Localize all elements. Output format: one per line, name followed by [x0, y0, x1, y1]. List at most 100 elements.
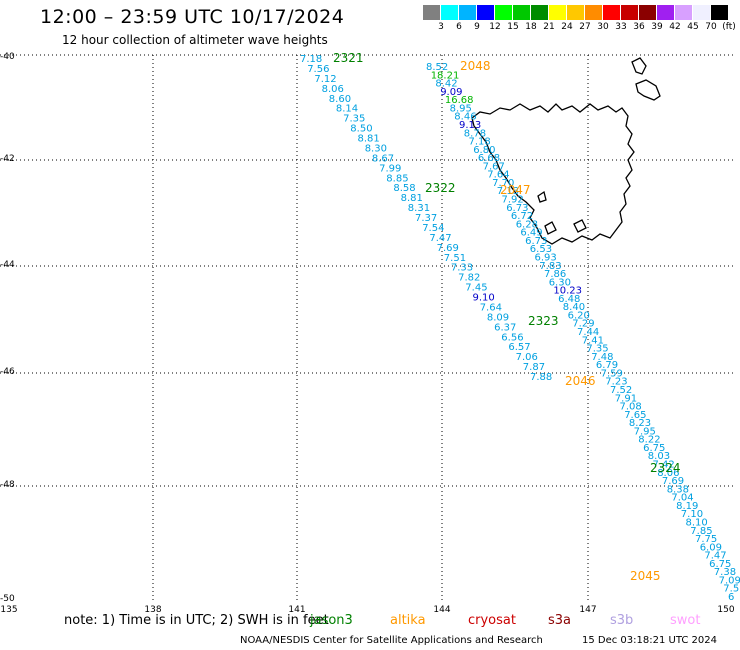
wave-height-point: 7.45 — [465, 283, 487, 294]
scale-tick: 39 — [651, 22, 663, 32]
generation-timestamp: 15 Dec 03:18:21 UTC 2024 — [582, 635, 717, 646]
wave-height-point: 8.31 — [408, 203, 430, 214]
scale-swatch — [675, 5, 692, 20]
lon-label: 150 — [717, 605, 735, 615]
lon-label: 147 — [579, 605, 597, 615]
wave-height-point: 7.85 — [690, 526, 712, 537]
scale-swatch — [477, 5, 494, 20]
wave-height-point: 6.28 — [516, 219, 538, 230]
wave-height-point: 6.93 — [535, 253, 557, 264]
wave-height-point: 8.06 — [657, 468, 679, 479]
scale-tick: 12 — [489, 22, 501, 32]
scale-swatch — [531, 5, 548, 20]
page-title: 12:00 – 23:59 UTC 10/17/2024 — [40, 6, 345, 28]
wave-height-point: 6.37 — [494, 322, 516, 333]
scale-swatch — [621, 5, 638, 20]
scale-swatch — [639, 5, 656, 20]
wave-height-point: 7.12 — [314, 74, 336, 85]
legend-altika: altika — [390, 613, 426, 628]
wave-height-point: 7.47 — [429, 233, 451, 244]
scale-swatch — [495, 5, 512, 20]
lon-label: 135 — [0, 605, 18, 615]
scale-tick: 45 — [687, 22, 699, 32]
scale-tick: 15 — [507, 22, 519, 32]
wave-height-point: 7.91 — [615, 393, 637, 404]
wave-height-point: 6.30 — [549, 277, 571, 288]
wave-height-point: 7.59 — [601, 368, 623, 379]
wave-height-point: 7.67 — [483, 161, 505, 172]
wave-height-point: 7.35 — [343, 114, 365, 125]
wave-height-point: 7.54 — [422, 223, 444, 234]
legend-s3a: s3a — [548, 613, 572, 628]
wave-height-point: 7.13 — [497, 186, 519, 197]
wave-height-point: 7.06 — [516, 352, 538, 363]
wave-height-point: 8.14 — [336, 104, 358, 115]
wave-height-point: 7.64 — [480, 302, 502, 313]
wave-height-point: 6.73 — [506, 203, 528, 214]
wave-height-point: 7.88 — [530, 372, 552, 383]
wave-height-point: 7.33 — [451, 263, 473, 274]
wave-height-point: 8.60 — [329, 94, 351, 105]
wave-height-point: 8.19 — [676, 501, 698, 512]
wave-height-point: 9.10 — [473, 293, 495, 304]
pass-number-label: 2047 — [500, 183, 531, 197]
lon-label: 141 — [288, 605, 306, 615]
wave-height-point: 8.85 — [386, 173, 408, 184]
wave-height-point: 16.68 — [445, 95, 474, 106]
lat-label: -50 — [0, 594, 15, 604]
wave-height-point: 7.95 — [634, 426, 656, 437]
wave-height-point: 7.64 — [487, 170, 509, 181]
lat-label: -40 — [0, 52, 15, 62]
wave-height-point: 7.51 — [444, 253, 466, 264]
wave-height-point: 7.10 — [681, 509, 703, 520]
wave-height-point: 6.57 — [508, 342, 530, 353]
tasmania-coastline — [471, 57, 661, 245]
wave-height-point: 10.23 — [553, 286, 582, 297]
wave-height-point: 7.70 — [492, 178, 514, 189]
wave-height-point: 8.78 — [464, 128, 486, 139]
wave-height-point: 7.38 — [714, 567, 736, 578]
scale-swatch — [567, 5, 584, 20]
pass-number-label: 2322 — [425, 181, 456, 195]
credit-line: NOAA/NESDIS Center for Satellite Applica… — [240, 635, 543, 646]
legend-s3b: s3b — [610, 613, 634, 628]
wave-height-point: 7.09 — [719, 575, 740, 586]
scale-swatch — [513, 5, 530, 20]
scale-tick: 33 — [615, 22, 627, 32]
wave-height-point: 8.81 — [401, 193, 423, 204]
wave-height-point: 6.68 — [478, 153, 500, 164]
wave-height-point: 8.58 — [393, 183, 415, 194]
lat-label: -46 — [0, 367, 15, 377]
wave-height-point: 6.56 — [501, 332, 523, 343]
pass-number-label: 2323 — [528, 314, 559, 328]
scale-tick: 70 — [705, 22, 717, 32]
wave-height-point: 6.73 — [525, 236, 547, 247]
scale-tick: 27 — [579, 22, 591, 32]
wave-height-point: 8.95 — [450, 103, 472, 114]
wave-height-point: 8.10 — [686, 518, 708, 529]
scale-tick: 9 — [474, 22, 480, 32]
legend-swot: swot — [670, 613, 701, 628]
wave-height-point: 6.80 — [473, 145, 495, 156]
wave-height-point: 7.04 — [671, 493, 693, 504]
wave-height-point: 7.69 — [437, 243, 459, 254]
lat-label: -42 — [0, 154, 15, 164]
wave-height-point: 9.09 — [440, 87, 462, 98]
page-subtitle: 12 hour collection of altimeter wave hei… — [62, 33, 328, 47]
scale-tick: 6 — [456, 22, 462, 32]
wave-height-point: 8.30 — [365, 143, 387, 154]
wave-height-point: 8.22 — [638, 435, 660, 446]
scale-swatch — [441, 5, 458, 20]
wave-height-point: 6.79 — [596, 360, 618, 371]
wave-height-point: 6.48 — [558, 294, 580, 305]
wave-height-point: 7.86 — [544, 269, 566, 280]
scale-swatch — [585, 5, 602, 20]
wave-height-point: 6.49 — [520, 228, 542, 239]
wave-height-point: 6.72 — [511, 211, 533, 222]
legend-cryosat: cryosat — [468, 613, 516, 628]
track-b-points: 8.5218.218.429.0916.688.958.469.138.787.… — [426, 62, 740, 603]
wave-height-point: 7.83 — [539, 261, 561, 272]
wave-height-point: 7.18 — [469, 137, 491, 148]
lon-label: 144 — [433, 605, 451, 615]
